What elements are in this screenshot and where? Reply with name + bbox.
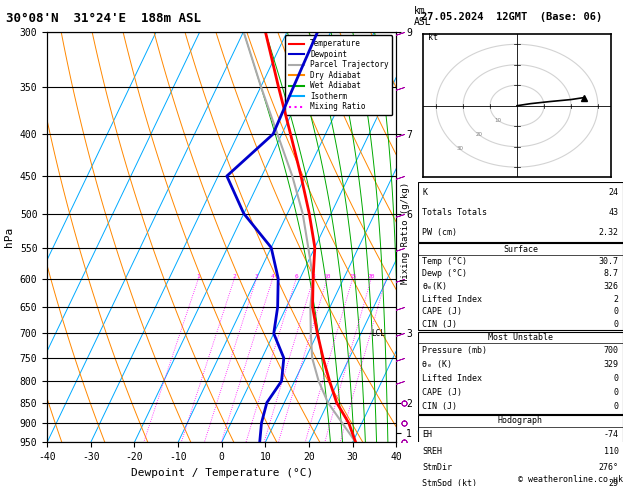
Text: 0: 0	[614, 320, 619, 329]
Text: 20: 20	[367, 274, 375, 278]
Text: kt: kt	[428, 33, 438, 42]
Text: 2: 2	[233, 274, 237, 278]
Text: 20: 20	[476, 132, 483, 137]
Text: © weatheronline.co.uk: © weatheronline.co.uk	[518, 474, 623, 484]
Legend: Temperature, Dewpoint, Parcel Trajectory, Dry Adiabat, Wet Adiabat, Isotherm, Mi: Temperature, Dewpoint, Parcel Trajectory…	[285, 35, 392, 115]
Text: Lifted Index: Lifted Index	[423, 295, 482, 304]
Text: 8: 8	[311, 274, 315, 278]
Text: 326: 326	[604, 282, 619, 291]
Text: θₑ(K): θₑ(K)	[423, 282, 447, 291]
Text: 8.7: 8.7	[604, 269, 619, 278]
Text: 24: 24	[609, 188, 619, 197]
Text: 15: 15	[349, 274, 357, 278]
Text: Pressure (mb): Pressure (mb)	[423, 346, 487, 355]
Text: 2: 2	[614, 295, 619, 304]
Text: 27.05.2024  12GMT  (Base: 06): 27.05.2024 12GMT (Base: 06)	[421, 12, 603, 22]
Text: CAPE (J): CAPE (J)	[423, 388, 462, 397]
Text: 30°08'N  31°24'E  188m ASL: 30°08'N 31°24'E 188m ASL	[6, 12, 201, 25]
Text: 0: 0	[614, 374, 619, 383]
Text: PW (cm): PW (cm)	[423, 227, 457, 237]
Text: CIN (J): CIN (J)	[423, 402, 457, 411]
Text: 0: 0	[614, 402, 619, 411]
Text: CAPE (J): CAPE (J)	[423, 307, 462, 316]
Text: StmSpd (kt): StmSpd (kt)	[423, 479, 477, 486]
Text: θₑ (K): θₑ (K)	[423, 360, 452, 369]
Text: EH: EH	[423, 430, 432, 439]
X-axis label: Dewpoint / Temperature (°C): Dewpoint / Temperature (°C)	[131, 468, 313, 478]
Y-axis label: hPa: hPa	[4, 227, 14, 247]
Text: 6: 6	[294, 274, 298, 278]
Text: 329: 329	[604, 360, 619, 369]
Text: Most Unstable: Most Unstable	[488, 333, 553, 342]
Text: CIN (J): CIN (J)	[423, 320, 457, 329]
Text: Lifted Index: Lifted Index	[423, 374, 482, 383]
Text: 3: 3	[255, 274, 259, 278]
Text: 10: 10	[494, 118, 502, 122]
Text: 10: 10	[323, 274, 331, 278]
Text: Surface: Surface	[503, 245, 538, 254]
Text: -74: -74	[604, 430, 619, 439]
Text: 30.7: 30.7	[599, 257, 619, 266]
Text: 2.32: 2.32	[599, 227, 619, 237]
Text: 29: 29	[609, 479, 619, 486]
Text: Hodograph: Hodograph	[498, 417, 543, 425]
Text: 276°: 276°	[599, 463, 619, 472]
Text: Temp (°C): Temp (°C)	[423, 257, 467, 266]
Text: 0: 0	[614, 388, 619, 397]
Text: 43: 43	[609, 208, 619, 217]
Text: K: K	[423, 188, 427, 197]
Text: 700: 700	[604, 346, 619, 355]
Text: 0: 0	[614, 307, 619, 316]
Text: 1: 1	[196, 274, 200, 278]
Text: 110: 110	[604, 447, 619, 455]
Text: 4: 4	[270, 274, 274, 278]
Text: km
ASL: km ASL	[414, 6, 431, 28]
Text: Mixing Ratio (g/kg): Mixing Ratio (g/kg)	[401, 182, 410, 284]
Text: 30: 30	[457, 146, 464, 151]
Text: LCL: LCL	[372, 329, 386, 338]
Text: SREH: SREH	[423, 447, 442, 455]
Text: StmDir: StmDir	[423, 463, 452, 472]
Text: Totals Totals: Totals Totals	[423, 208, 487, 217]
Text: Dewp (°C): Dewp (°C)	[423, 269, 467, 278]
